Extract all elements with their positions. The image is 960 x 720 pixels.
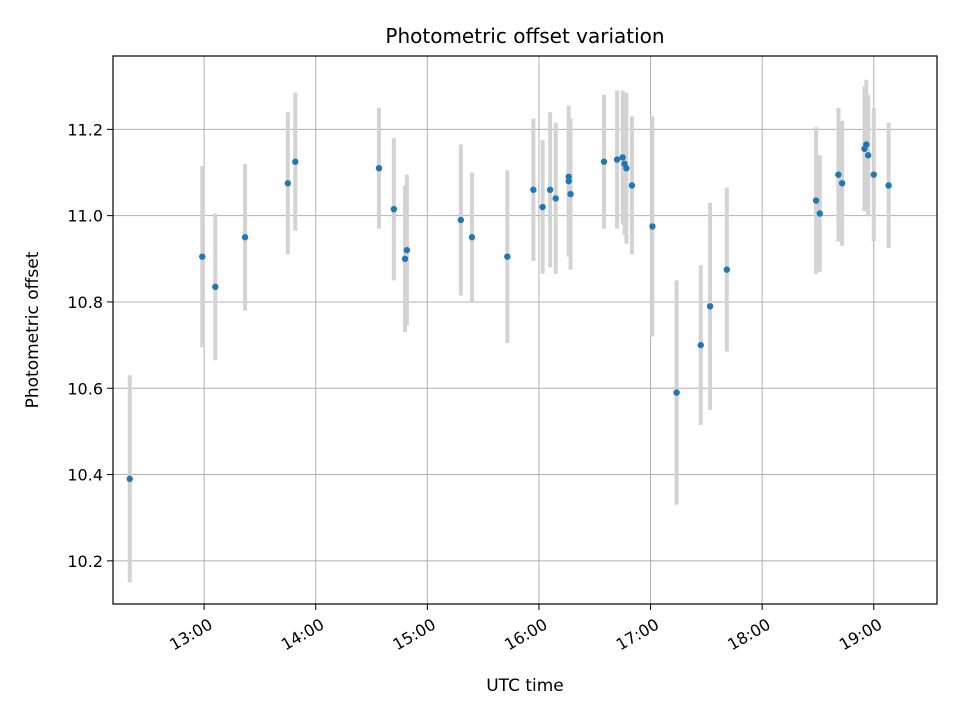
- data-point: [697, 341, 704, 349]
- data-point: [241, 234, 249, 241]
- data-point: [619, 154, 626, 161]
- data-point: [126, 475, 133, 483]
- data-point: [567, 190, 574, 198]
- data-point: [375, 164, 383, 172]
- data-point: [390, 205, 398, 213]
- data-point: [539, 203, 546, 211]
- data-point: [199, 253, 206, 260]
- data-point: [870, 171, 877, 178]
- data-point: [863, 141, 870, 148]
- data-point: [401, 255, 409, 263]
- data-point: [649, 223, 656, 230]
- y-tick-label: 10.4: [67, 466, 103, 485]
- data-point: [816, 210, 824, 217]
- data-point: [838, 180, 846, 187]
- data-point: [723, 266, 731, 273]
- data-point: [673, 389, 680, 396]
- data-point: [565, 173, 572, 181]
- data-point: [623, 164, 630, 172]
- data-point: [835, 171, 842, 178]
- data-point: [292, 158, 299, 165]
- data-point: [504, 253, 511, 260]
- data-point: [284, 180, 292, 187]
- data-point: [628, 182, 636, 189]
- x-axis-title: UTC time: [486, 676, 564, 696]
- y-tick-label: 10.6: [67, 379, 103, 398]
- data-point: [885, 182, 892, 189]
- data-point: [530, 186, 537, 193]
- data-point: [546, 186, 554, 193]
- data-point: [613, 156, 621, 163]
- data-point: [457, 216, 465, 224]
- y-tick-label: 11.2: [67, 120, 103, 139]
- data-point: [706, 303, 714, 310]
- data-point: [468, 234, 476, 241]
- y-tick-label: 10.8: [67, 293, 103, 312]
- data-point: [812, 197, 820, 204]
- y-axis-title: Photometric offset: [23, 251, 43, 408]
- chart-title: Photometric offset variation: [385, 24, 664, 48]
- data-point: [864, 152, 872, 159]
- data-point: [552, 195, 559, 202]
- plot-area-frame: [112, 55, 938, 605]
- data-point: [212, 283, 219, 291]
- marker-layer: [126, 141, 892, 483]
- y-tick-label: 11.0: [67, 207, 103, 226]
- data-point: [403, 246, 411, 254]
- y-tick-label: 10.2: [67, 552, 103, 571]
- data-point: [600, 158, 608, 165]
